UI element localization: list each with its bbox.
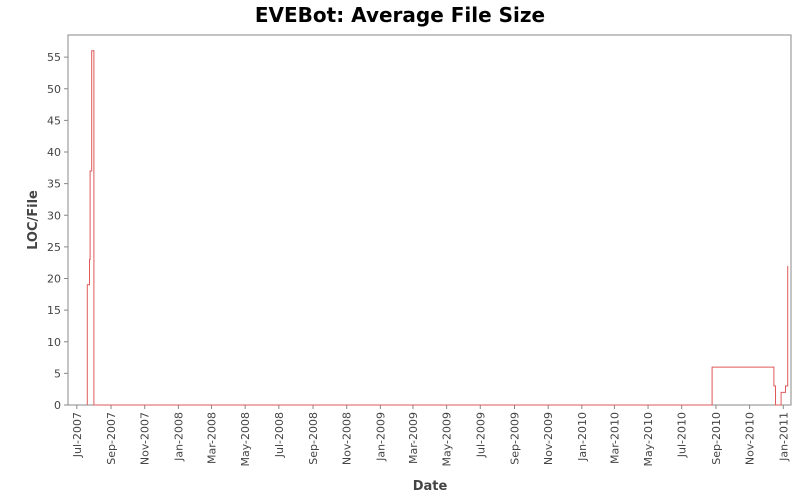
y-tick-label: 55 xyxy=(47,51,61,64)
y-axis: 0 5 10 15 20 25 30 35 40 45 50 55 xyxy=(47,51,68,412)
y-tick-label: 30 xyxy=(47,209,61,222)
x-tick-label: May-2008 xyxy=(239,412,252,467)
y-axis-title: LOC/File xyxy=(26,190,41,250)
x-tick-label: Sep-2010 xyxy=(710,412,723,465)
y-tick-label: 35 xyxy=(47,178,61,191)
x-axis: Jul-2007 Sep-2007 Nov-2007 Jan-2008 Mar-2008… xyxy=(71,405,790,467)
x-tick-label: Jan-2009 xyxy=(374,412,387,462)
plot-area xyxy=(67,34,792,406)
x-tick-label: Nov-2010 xyxy=(744,412,757,465)
y-tick-label: 10 xyxy=(47,336,61,349)
x-tick-label: Jan-2010 xyxy=(576,412,589,462)
y-tick-label: 40 xyxy=(47,146,61,159)
y-tick-label: 50 xyxy=(47,83,61,96)
x-tick-label: Jan-2008 xyxy=(172,412,185,462)
x-tick-label: Mar-2009 xyxy=(407,412,420,464)
x-tick-label: Mar-2010 xyxy=(608,412,621,464)
y-tick-label: 5 xyxy=(54,367,61,380)
x-tick-label: Nov-2007 xyxy=(139,412,152,465)
x-tick-label: Jul-2009 xyxy=(474,412,487,458)
x-tick-label: Sep-2007 xyxy=(105,412,118,465)
chart-title: EVEBot: Average File Size xyxy=(254,3,546,27)
y-tick-label: 0 xyxy=(54,399,61,412)
y-tick-label: 45 xyxy=(47,114,61,127)
x-tick-label: Mar-2008 xyxy=(205,412,218,464)
y-tick-label: 25 xyxy=(47,241,61,254)
x-tick-label: Jul-2010 xyxy=(676,412,689,458)
x-tick-label: Sep-2008 xyxy=(307,412,320,465)
x-tick-label: Jul-2007 xyxy=(71,412,84,458)
x-tick-label: Nov-2009 xyxy=(542,412,555,465)
x-axis-title: Date xyxy=(413,479,448,494)
x-tick-label: Sep-2009 xyxy=(508,412,521,465)
x-tick-label: May-2009 xyxy=(441,412,454,467)
x-tick-label: Nov-2008 xyxy=(341,412,354,465)
y-tick-label: 20 xyxy=(47,273,61,286)
x-tick-label: May-2010 xyxy=(642,412,655,467)
series-line xyxy=(86,50,789,406)
x-tick-label: Jan-2011 xyxy=(777,412,790,462)
y-tick-label: 15 xyxy=(47,304,61,317)
x-tick-label: Jul-2008 xyxy=(273,412,286,458)
